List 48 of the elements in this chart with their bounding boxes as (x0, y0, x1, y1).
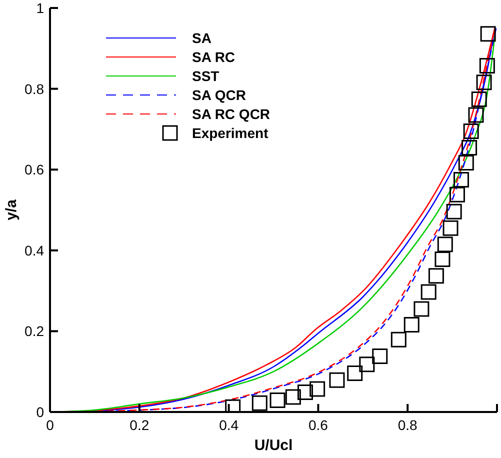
legend-label: SST (192, 68, 220, 84)
point (297, 384, 313, 400)
x-tick-label: 0.8 (398, 417, 418, 433)
y-tick-label: 0.6 (24, 162, 44, 178)
x-axis-title: U/Ucl (254, 437, 293, 454)
x-tick-label: 0 (46, 417, 54, 433)
x-tick-label: 0.6 (308, 417, 328, 433)
point (453, 172, 469, 188)
point (285, 389, 301, 405)
legend-label: SA RC QCR (192, 106, 270, 122)
y-tick-label: 0.2 (24, 323, 44, 340)
y-tick-label: 1 (36, 0, 44, 16)
point (468, 107, 484, 123)
point (310, 381, 326, 397)
point (420, 284, 436, 300)
point (479, 58, 495, 74)
legend-label: Experiment (192, 125, 269, 141)
y-tick-label: 0.8 (24, 80, 44, 97)
point (347, 365, 363, 381)
y-tick-label: 0.4 (24, 242, 44, 258)
point (434, 252, 450, 268)
point (372, 348, 388, 364)
point (270, 392, 286, 408)
point (476, 74, 492, 90)
point (359, 356, 375, 372)
point (446, 204, 462, 220)
legend-label: SA (192, 30, 212, 46)
legend-label: SA RC (192, 49, 236, 65)
point (404, 316, 420, 332)
point (463, 123, 479, 139)
point (414, 301, 430, 317)
point (480, 26, 496, 42)
legend-label: SA QCR (192, 87, 246, 103)
point (428, 268, 444, 284)
y-tick-label: 0 (36, 404, 44, 420)
point (329, 372, 345, 388)
point (225, 399, 241, 413)
point (449, 186, 465, 202)
x-tick-label: 0.4 (219, 417, 239, 433)
x-tick-label: 0.2 (130, 417, 150, 433)
point (471, 92, 487, 108)
point (252, 395, 268, 411)
point (437, 236, 453, 252)
point (458, 154, 474, 170)
point (390, 332, 406, 348)
point (442, 220, 458, 236)
y-axis-title: y/a (3, 198, 20, 220)
point (462, 140, 478, 156)
